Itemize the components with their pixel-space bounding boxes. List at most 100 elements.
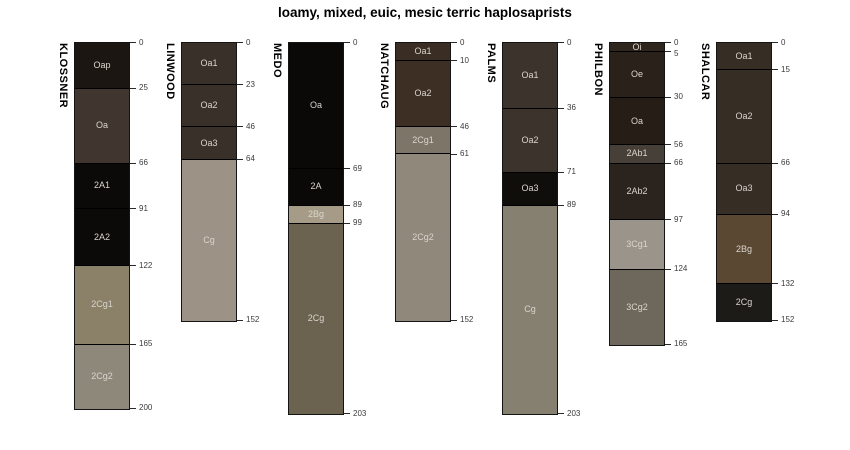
depth-tick-label: 203 [353,408,367,418]
horizon-label: Oa [309,100,322,111]
horizon-segment: 2Ab2 [610,163,664,221]
horizon-segment: Oa1 [717,43,771,71]
depth-tick-label: 89 [353,200,362,210]
depth-tick-label: 99 [353,218,362,228]
horizon-label: 2A2 [93,231,110,242]
depth-tick-label: 15 [781,64,790,74]
horizon-label: Oi [632,41,642,52]
horizon-label: Oa [95,120,108,131]
depth-tick-label: 66 [781,158,790,168]
horizon-segment: 2A2 [75,209,129,266]
horizon-segment: 2A [289,169,343,206]
horizon-label: Oa2 [735,111,753,122]
series-name: LINWOOD [164,43,176,100]
horizon-label: Cg [203,234,215,245]
depth-tick [665,51,671,53]
horizon-segment: Cg [503,205,557,415]
depth-tick-label: 23 [246,79,255,89]
depth-tick [237,42,243,43]
depth-tick [344,204,350,206]
horizon-label: 2Cg2 [412,232,434,243]
horizon-segment: Oa3 [503,172,557,206]
depth-tick [665,219,671,221]
horizon-segment: Oa1 [396,43,450,62]
depth-tick-label: 0 [139,37,144,47]
depth-tick [772,42,778,43]
depth-tick [558,107,564,109]
depth-tick-label: 66 [139,158,148,168]
horizon-segment: 3Cg1 [610,220,664,270]
depth-tick-label: 61 [460,149,469,158]
plot-area: KLOSSNER Oap Oa 2A1 2A2 2Cg1 2Cg2 0 25 66 91 122 165… [0,37,850,442]
depth-tick [237,84,243,86]
depth-tick [237,158,243,160]
depth-tick [665,162,671,164]
horizon-label: 2Cg [735,297,753,308]
horizon-segment: Cg [182,159,236,321]
horizon-label: Oa1 [521,69,539,80]
profile-column: Oi Oe Oa 2Ab1 2Ab2 3Cg1 3Cg2 [609,42,665,346]
depth-tick-label: 25 [139,83,148,93]
depth-tick-label: 0 [781,37,786,47]
horizon-segment: 2Ab1 [610,145,664,164]
depth-tick [451,319,457,321]
depth-tick [558,413,564,415]
depth-tick [451,126,457,128]
horizon-label: 2Cg1 [91,299,113,310]
depth-tick-label: 10 [460,55,469,65]
profile-column: Oa 2A 2Bg 2Cg [288,42,344,416]
depth-tick-label: 97 [674,214,683,224]
depth-tick [772,162,778,164]
depth-tick [130,162,136,164]
horizon-segment: 2Cg [717,284,771,321]
depth-tick-label: 94 [781,209,790,219]
depth-tick-label: 66 [674,158,683,168]
horizon-segment: Oa2 [503,108,557,173]
horizon-label: Oa2 [521,134,539,145]
depth-tick [451,60,457,62]
series-name: PHILBON [592,43,604,96]
series-name: PALMS [485,43,497,84]
depth-tick-label: 0 [246,37,251,47]
profile-column: Oa1 Oa2 Oa3 Cg [181,42,237,322]
horizon-segment: Oa [610,97,664,146]
series-name: SHALCAR [699,43,711,101]
depth-tick [130,343,136,345]
depth-tick-label: 152 [460,315,474,325]
depth-tick [772,319,778,321]
depth-tick-label: 0 [567,37,572,47]
series-name: KLOSSNER [57,43,69,109]
depth-tick [130,265,136,267]
profile-column: Oa1 Oa2 Oa3 2Bg 2Cg [716,42,772,322]
series-name: MEDO [271,43,283,78]
depth-tick [665,343,671,345]
depth-tick-label: 152 [781,315,795,325]
depth-tick [558,171,564,173]
depth-tick [558,204,564,206]
depth-tick [665,144,671,146]
profile-column: Oa1 Oa2 Oa3 Cg [502,42,558,416]
horizon-segment: Oa1 [503,43,557,109]
depth-tick [665,42,671,43]
figure-title: loamy, mixed, euic, mesic terric haplosa… [278,5,572,20]
horizon-label: Oa3 [735,183,753,194]
profile-column: Oa1 Oa2 2Cg1 2Cg2 [395,42,451,322]
horizon-label: 3Cg2 [626,301,648,312]
depth-tick [451,42,457,43]
horizon-label: 2Ab1 [626,148,648,159]
horizon-segment: 2Cg2 [75,344,129,409]
horizon-label: 3Cg1 [626,238,648,249]
depth-tick [237,126,243,128]
depth-tick-label: 0 [353,37,358,47]
depth-tick-label: 69 [353,163,362,173]
depth-tick-label: 64 [246,154,255,164]
depth-tick-label: 203 [567,408,581,418]
horizon-label: 2A [310,181,322,192]
depth-tick [344,42,350,43]
depth-tick-label: 0 [674,37,679,47]
depth-tick-label: 46 [246,121,255,131]
depth-tick-label: 71 [567,167,576,177]
depth-tick [237,319,243,321]
series-name: NATCHAUG [378,43,390,110]
horizon-label: Oa1 [414,46,432,57]
